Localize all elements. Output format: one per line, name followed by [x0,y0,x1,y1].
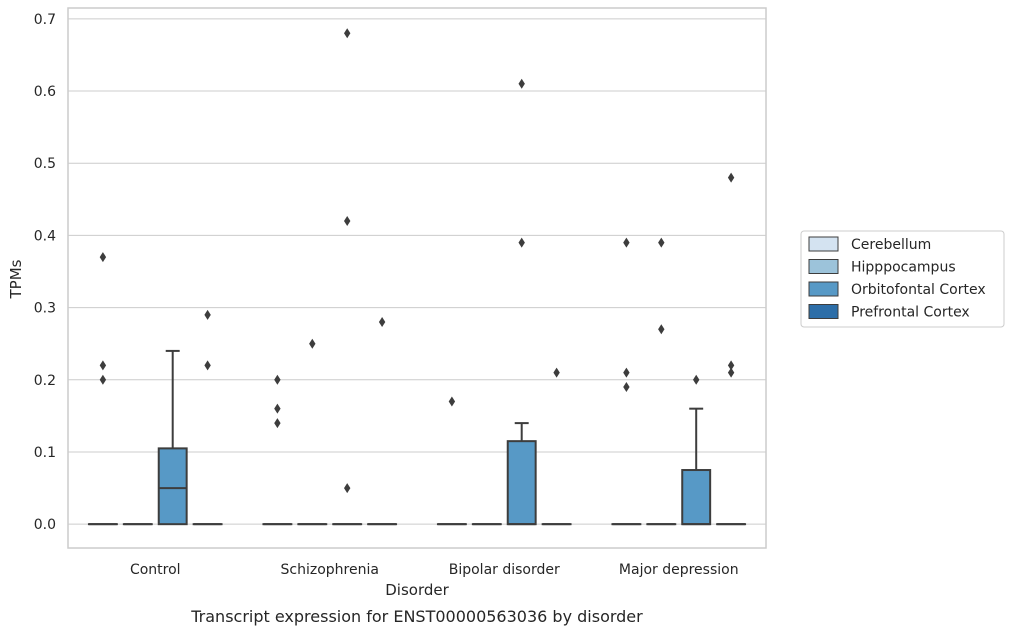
outlier-point [727,172,735,183]
box-body [506,440,537,526]
outlier-point [344,28,351,39]
legend-frame [800,230,1005,328]
y-axis-ticks: 0.0 0.1 0.2 0.3 0.4 0.5 0.6 0.7 [34,12,56,533]
box-body [157,447,188,526]
x-axis-ticks: Control Schizophrenia Bipolar disorder Majo… [130,562,739,578]
outlier-point [658,324,665,335]
outlier-point [378,317,386,328]
outlier-point [99,360,107,371]
box-0-2 [436,396,467,526]
y-tick-label: 0.3 [34,301,56,317]
outlier-point [204,360,211,371]
x-axis-label: Disorder [385,581,449,599]
outlier-point [623,382,630,393]
outlier-point [344,215,351,226]
x-tick-label: Schizophrenia [281,562,379,578]
plot-frame [67,7,767,549]
legend-entry: Hipppocampus [851,260,956,276]
legend-entry: Orbitofontal Cortex [851,282,986,298]
box-3-3 [716,172,747,526]
outlier-point [727,367,735,378]
box-0-3 [611,237,642,526]
x-tick-label: Major depression [619,562,739,578]
legend-swatch [808,259,839,274]
legend-entry: Cerebellum [851,237,931,253]
outlier-point [727,360,735,371]
x-tick-label: Bipolar disorder [449,562,560,578]
outlier-point [204,309,211,320]
chart-caption: Transcript expression for ENST0000056303… [190,607,643,626]
y-tick-label: 0.6 [34,84,56,100]
outlier-point [274,374,281,385]
outlier-point [693,374,700,385]
box-3-0 [192,309,223,526]
outlier-point [623,367,630,378]
box-2-0 [157,349,188,526]
legend-swatch [808,304,839,319]
y-tick-label: 0.0 [34,517,56,533]
box-3-1 [367,317,398,526]
box-plot-series [87,28,747,526]
box-2-2 [506,78,537,526]
y-tick-label: 0.1 [34,445,56,461]
box-0-1 [262,374,293,526]
outlier-point [448,396,456,407]
legend: Cerebellum Hipppocampus Orbitofontal Corte… [800,230,1005,328]
outlier-point [518,237,525,248]
y-tick-label: 0.4 [34,228,56,244]
y-axis-label: TPMs [7,259,25,299]
box-2-1 [332,28,363,526]
outlier-point [658,237,665,248]
y-tick-label: 0.5 [34,156,56,172]
y-tick-label: 0.2 [34,373,56,389]
legend-entry: Prefrontal Cortex [851,305,970,321]
box-2-3 [681,374,712,526]
outlier-point [99,374,107,385]
outlier-point [274,418,281,429]
box-0-0 [87,252,118,526]
x-tick-label: Control [130,562,181,578]
box-3-2 [541,367,572,526]
box-1-1 [297,338,328,526]
outlier-point [99,252,107,263]
box-1-3 [646,237,677,526]
outlier-point [623,237,630,248]
y-tick-label: 0.7 [34,12,56,28]
outlier-point [344,483,351,494]
outlier-point [553,367,560,378]
outlier-point [309,338,316,349]
legend-swatch [808,281,839,297]
outlier-point [274,403,281,414]
outlier-point [518,78,525,89]
legend-swatch [808,236,839,252]
box-body [681,469,712,526]
